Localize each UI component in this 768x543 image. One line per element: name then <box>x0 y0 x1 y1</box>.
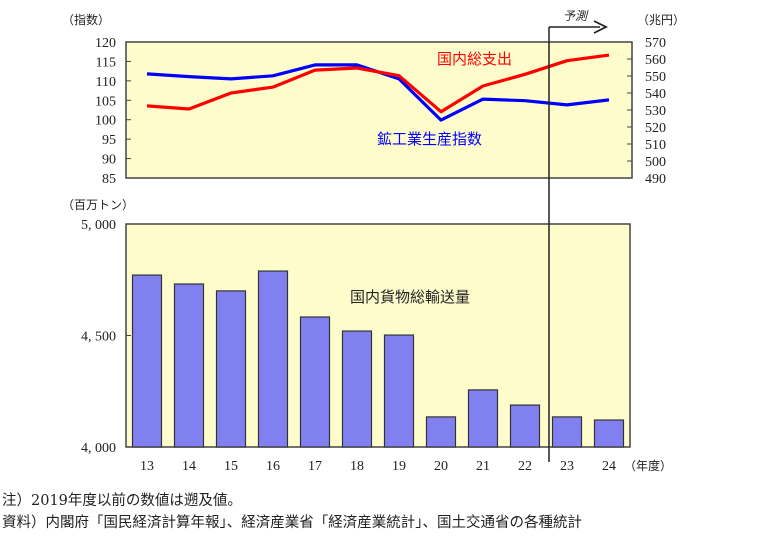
left-axis-ticks: 120 115 110 105 100 95 90 85 <box>95 36 131 187</box>
freight-bar <box>551 416 583 448</box>
x-tick-label: 17 <box>308 459 322 474</box>
forecast-label: 予測 <box>563 9 589 23</box>
right-axis-unit: （兆円） <box>637 13 685 27</box>
left-tick-label: 105 <box>95 94 116 109</box>
gdp-line <box>146 53 610 114</box>
x-tick-label: 15 <box>224 459 238 474</box>
right-tick-label: 520 <box>645 121 666 136</box>
source-text: 資料）内閣府「国民経済計算年報」、経済産業省「経済産業統計」、国土交通省の各種統… <box>2 515 582 531</box>
left-tick-label: 110 <box>96 75 116 90</box>
bar-axis-unit: （百万トン） <box>62 198 134 212</box>
gdp-series-label: 国内総支出 <box>437 50 512 68</box>
freight-bar <box>257 270 289 448</box>
freight-bar <box>131 274 163 448</box>
right-tick-label: 550 <box>645 70 666 85</box>
freight-bar <box>467 389 499 448</box>
freight-bar <box>215 290 247 448</box>
right-tick-label: 500 <box>645 155 666 170</box>
right-tick-label: 490 <box>645 172 666 187</box>
iip-series-label: 鉱工業生産指数 <box>377 130 482 148</box>
right-tick-label: 540 <box>645 87 666 102</box>
bar-tick-label: 5, 000 <box>81 218 116 233</box>
freight-bars <box>131 270 625 448</box>
line-chart: 120 115 110 105 100 95 90 85 570 560 550 540 530 520… <box>62 12 685 187</box>
freight-bar <box>341 330 373 448</box>
x-axis-unit: （年度） <box>624 458 672 473</box>
right-tick-label: 530 <box>645 104 666 119</box>
bar-axis-ticks: 5, 000 4, 500 4, 000 <box>81 218 131 456</box>
chart-canvas: 120 115 110 105 100 95 90 85 570 560 550 540 530 520… <box>62 9 685 474</box>
x-tick-label: 21 <box>476 459 490 474</box>
freight-bar <box>299 316 331 448</box>
left-axis-unit: （指数） <box>62 12 110 27</box>
right-axis-ticks: 570 560 550 540 530 520 510 500 490 <box>627 36 666 187</box>
x-tick-label: 18 <box>350 459 364 474</box>
freight-bar <box>593 419 625 448</box>
left-tick-label: 85 <box>102 172 116 187</box>
x-tick-label: 23 <box>560 459 574 474</box>
x-tick-label: 20 <box>434 459 448 474</box>
left-tick-label: 90 <box>102 153 116 168</box>
left-tick-label: 100 <box>95 114 116 129</box>
x-tick-label: 24 <box>602 459 616 474</box>
x-tick-label: 19 <box>392 459 406 474</box>
left-tick-label: 95 <box>102 133 116 148</box>
note-text: 注）2019年度以前の数値は遡及値。 <box>2 493 242 509</box>
right-tick-label: 560 <box>645 53 666 68</box>
bar-tick-label: 4, 500 <box>81 330 116 345</box>
bar-chart: 5, 000 4, 500 4, 000 13 14 15 16 17 18 19 20 21 22 2… <box>62 198 672 474</box>
bar-tick-label: 4, 000 <box>81 441 116 456</box>
freight-bar <box>173 283 205 448</box>
freight-series-label: 国内貨物総輸送量 <box>350 288 470 306</box>
right-tick-label: 510 <box>645 138 666 153</box>
forecast-arrow-icon <box>593 20 609 34</box>
line-chart-plot-area <box>125 41 633 179</box>
x-axis-labels: 13 14 15 16 17 18 19 20 21 22 23 24 <box>140 459 616 474</box>
x-tick-label: 14 <box>182 459 196 474</box>
forecast-marker: 予測 <box>548 9 609 462</box>
left-tick-label: 120 <box>95 36 116 51</box>
freight-bar <box>425 416 457 448</box>
freight-bar <box>509 404 541 448</box>
footnotes: 注）2019年度以前の数値は遡及値。 資料）内閣府「国民経済計算年報」、経済産業… <box>2 490 582 534</box>
left-tick-label: 115 <box>96 55 116 70</box>
bar-chart-plot-area <box>125 223 631 448</box>
freight-bar <box>383 334 415 448</box>
right-tick-label: 570 <box>645 36 666 51</box>
x-tick-label: 16 <box>266 459 280 474</box>
x-tick-label: 22 <box>518 459 532 474</box>
x-tick-label: 13 <box>140 459 154 474</box>
